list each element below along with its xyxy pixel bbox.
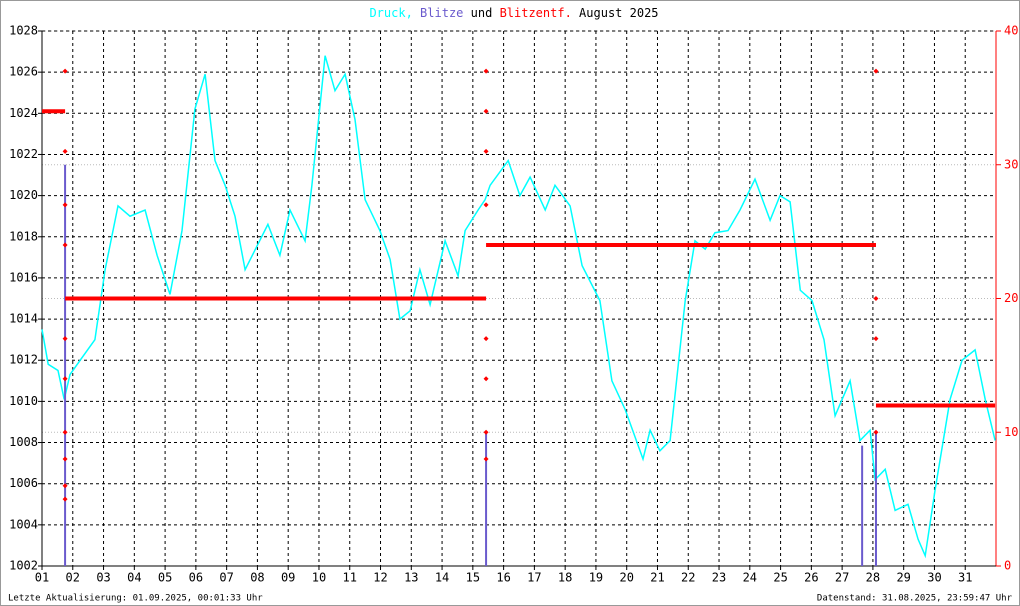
y2-tick-label: 0 [1004,559,1011,573]
distance-dot [62,429,68,435]
distance-dot [483,202,489,208]
x-tick-label: 23 [712,571,726,585]
distance-dot [483,376,489,382]
distance-dot [62,148,68,154]
title-text: Druck, Blitze und Blitzentf. August 2025 [369,6,658,20]
title-date: August 2025 [579,6,658,20]
x-tick-label: 26 [804,571,818,585]
distance-dot [483,68,489,74]
distance-dot [62,336,68,342]
x-tick-label: 03 [96,571,110,585]
y-tick-label: 1006 [9,476,38,490]
x-tick-label: 11 [343,571,357,585]
distance-dot [62,242,68,248]
distance-dot [62,202,68,208]
y-tick-label: 1026 [9,65,38,79]
x-tick-label: 13 [404,571,418,585]
distance-dot [62,376,68,382]
legend-entry: Blitze [420,6,463,20]
x-tick-label: 04 [127,571,141,585]
distance-dot [483,148,489,154]
distance-dot [62,456,68,462]
y-tick-label: 1014 [9,312,38,326]
x-tick-label: 18 [558,571,572,585]
footer-right: Datenstand: 31.08.2025, 23:59:47 Uhr [817,594,1013,604]
x-tick-label: 28 [866,571,880,585]
y-tick-label: 1010 [9,394,38,408]
y-tick-label: 1024 [9,106,38,120]
x-tick-label: 21 [650,571,664,585]
y-tick-label: 1018 [9,229,38,243]
x-tick-label: 31 [958,571,972,585]
legend-entry: Blitzentf. [500,6,572,20]
y-tick-label: 1016 [9,270,38,284]
distance-dot [873,336,879,342]
distance-dot [62,68,68,74]
x-tick-label: 14 [435,571,449,585]
x-tick-label: 06 [189,571,203,585]
x-tick-label: 02 [66,571,80,585]
x-tick-label: 12 [373,571,387,585]
x-tick-label: 25 [773,571,787,585]
x-tick-label: 20 [619,571,633,585]
y2-tick-label: 40 [1004,24,1018,38]
distance-dot [483,456,489,462]
y2-tick-label: 30 [1004,157,1018,171]
x-tick-label: 22 [681,571,695,585]
x-tick-label: 05 [158,571,172,585]
y-tick-label: 1008 [9,435,38,449]
legend-entry: Druck, [369,6,412,20]
pressure-line [41,55,996,559]
y-tick-label: 1004 [9,517,38,531]
footer-left: Letzte Aktualisierung: 01.09.2025, 00:01… [8,594,263,604]
distance-dot [483,336,489,342]
y-tick-label: 1020 [9,188,38,202]
x-tick-label: 17 [527,571,541,585]
y2-tick-label: 20 [1004,291,1018,305]
x-tick-label: 16 [496,571,510,585]
distance-dot [483,429,489,435]
x-tick-label: 29 [896,571,910,585]
x-tick-label: 30 [927,571,941,585]
y-tick-label: 1012 [9,353,38,367]
x-tick-label: 10 [312,571,326,585]
distance-dot [873,296,879,301]
x-tick-label: 27 [835,571,849,585]
y-tick-label: 1028 [9,24,38,38]
distance-dot [483,108,489,114]
x-tick-label: 15 [466,571,480,585]
distance-dot [873,68,879,74]
x-tick-label: 24 [743,571,757,585]
chart-title: Druck, Blitze und Blitzentf. August 2025 [369,6,658,20]
title-connector: und [471,6,493,20]
x-tick-label: 01 [35,571,49,585]
distance-dot [62,483,68,489]
x-tick-label: 07 [219,571,233,585]
x-tick-label: 09 [281,571,295,585]
distance-dot [873,429,879,435]
distance-dot [62,496,68,502]
y-tick-label: 1022 [9,147,38,161]
y2-tick-label: 10 [1004,425,1018,439]
x-tick-label: 19 [589,571,603,585]
y-tick-label: 1002 [9,559,38,573]
x-tick-label: 08 [250,571,264,585]
